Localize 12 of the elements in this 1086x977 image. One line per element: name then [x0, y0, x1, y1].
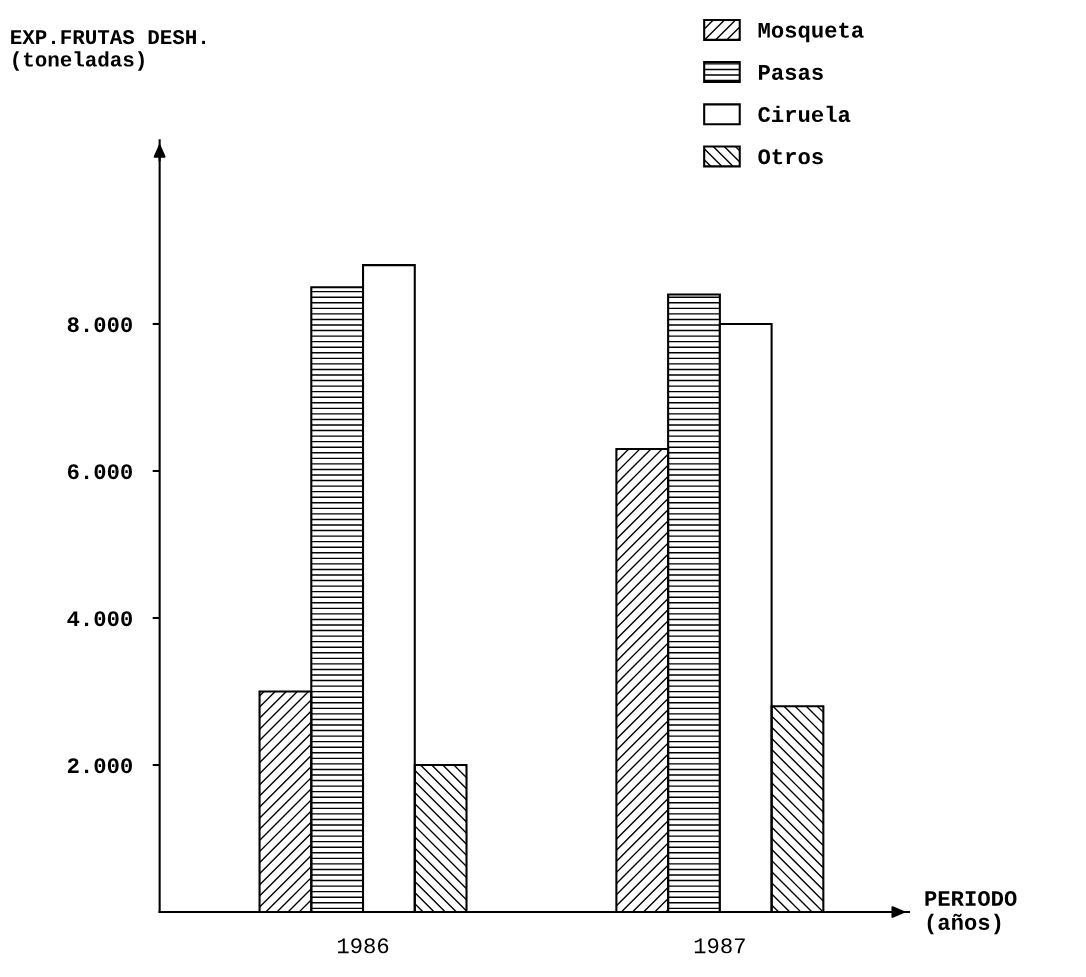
legend-label: Pasas [758, 65, 823, 80]
x-tick-label: 1987 [694, 938, 745, 954]
y-axis-title: EXP.FRUTAS DESH. (toneladas) [11, 30, 206, 71]
legend-label: Ciruela [758, 105, 851, 123]
y-tick-label: 4.000 [67, 611, 132, 627]
y-tick-label: 6.000 [67, 464, 132, 480]
x-tick-label: 1986 [337, 938, 389, 954]
x-axis-title: PERIODO (años) [925, 890, 1017, 935]
legend-label: Otros [758, 149, 823, 165]
y-tick-label: 2.000 [67, 758, 132, 774]
legend-label: Mosqueta [758, 22, 864, 43]
y-tick-label: 8.000 [67, 317, 132, 333]
